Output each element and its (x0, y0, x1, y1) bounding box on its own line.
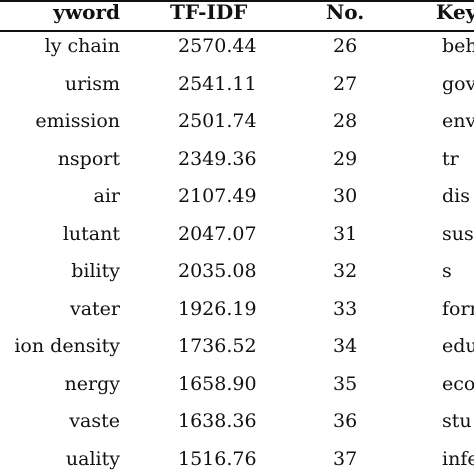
tfidf-cell: 2570.44 (178, 35, 257, 57)
tfidf-cell: 1516.76 (178, 447, 257, 470)
keyword-cell: urism (64, 72, 120, 95)
table-row: vaste 1638.36 36 stu (0, 403, 474, 440)
header-keyword: yword (53, 0, 120, 24)
no-cell: 32 (333, 260, 358, 282)
keyword-2-cell: tr (442, 147, 459, 170)
header-tfidf: TF-IDF (170, 0, 248, 24)
table-row: emission 2501.74 28 envir (0, 103, 474, 140)
table-row: air 2107.49 30 dis (0, 178, 474, 215)
keyword-cell: uality (65, 447, 120, 470)
keyword-cell: vater (69, 297, 120, 320)
keyword-cell: vaste (69, 410, 120, 432)
table-row: bility 2035.08 32 s (0, 253, 474, 290)
keyword-2-cell: sustai (442, 222, 474, 245)
keyword-2-cell: stu (442, 410, 472, 432)
keyword-cell: bility (71, 260, 120, 282)
keyword-2-cell: form (442, 297, 474, 320)
tfidf-cell: 2349.36 (178, 147, 257, 170)
table-top-rule (0, 0, 474, 2)
header-keyword-2: Key (436, 0, 474, 24)
table-header-row: yword TF-IDF No. Key (0, 0, 474, 31)
no-cell: 26 (333, 35, 358, 57)
table-row: lutant 2047.07 31 sustai (0, 216, 474, 253)
keyword-cell: ion density (14, 335, 120, 357)
tfidf-cell: 1638.36 (178, 410, 257, 432)
no-cell: 30 (333, 185, 358, 207)
tfidf-cell: 2501.74 (178, 110, 257, 132)
tfidf-cell: 2541.11 (178, 72, 257, 95)
table-row: nergy 1658.90 35 eco (0, 366, 474, 403)
keyword-cell: ly chain (44, 35, 120, 57)
table-row: vater 1926.19 33 form (0, 291, 474, 328)
no-cell: 28 (333, 110, 358, 132)
keyword-2-cell: s (442, 260, 452, 282)
no-cell: 29 (333, 147, 358, 170)
tfidf-cell: 2107.49 (178, 185, 257, 207)
tfidf-cell: 2047.07 (178, 222, 257, 245)
tfidf-cell: 2035.08 (178, 260, 257, 282)
no-cell: 33 (333, 297, 358, 320)
keyword-cell: nsport (57, 147, 120, 170)
no-cell: 27 (333, 72, 358, 95)
table-header-rule (0, 30, 474, 32)
no-cell: 37 (333, 447, 358, 470)
keyword-2-cell: infe (442, 447, 474, 470)
tfidf-cell: 1658.90 (178, 372, 257, 395)
no-cell: 36 (333, 410, 358, 432)
no-cell: 31 (333, 222, 358, 245)
no-cell: 35 (333, 372, 358, 395)
keyword-2-cell: edu (442, 335, 474, 357)
table-row: ly chain 2570.44 26 beh (0, 28, 474, 65)
keyword-cell: lutant (62, 222, 120, 245)
table-row: ion density 1736.52 34 edu (0, 328, 474, 365)
keyword-2-cell: beh (442, 35, 474, 57)
keyword-2-cell: eco (442, 372, 474, 395)
keyword-cell: emission (35, 110, 120, 132)
keyword-cell: air (93, 185, 121, 207)
no-cell: 34 (333, 335, 358, 357)
keyword-2-cell: dis (442, 185, 470, 207)
table-row: nsport 2349.36 29 tr (0, 141, 474, 178)
keyword-cell: nergy (64, 372, 120, 395)
tfidf-cell: 1736.52 (178, 335, 257, 357)
header-no: No. (326, 0, 365, 24)
keyword-2-cell: envir (442, 110, 474, 132)
tfidf-cell: 1926.19 (178, 297, 257, 320)
table-row: uality 1516.76 37 infe (0, 441, 474, 474)
